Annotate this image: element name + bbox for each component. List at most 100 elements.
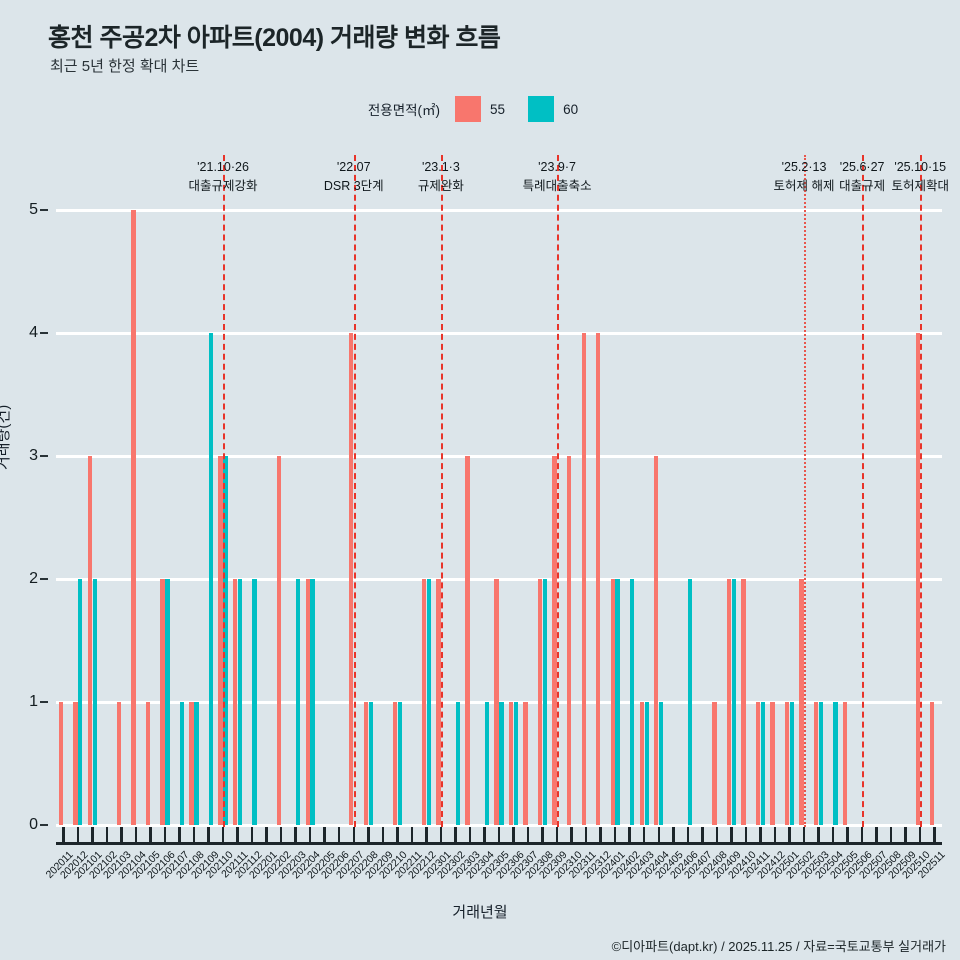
x-tick-mark [628,827,631,842]
bar [731,579,736,825]
x-tick-mark [221,827,225,842]
x-tick-mark [555,827,559,842]
event-marker-line [557,155,560,827]
x-tick-mark [468,827,472,842]
bar [494,579,499,825]
bar [688,579,693,825]
event-text-label: 특례대출축소 [522,179,592,194]
x-tick-mark [817,827,820,842]
event-text-label: DSR 3단계 [323,179,384,194]
bar [818,702,824,825]
bar [426,579,431,825]
x-tick-mark [105,827,109,842]
bar [755,702,761,825]
x-tick-mark [613,827,617,842]
bar [73,702,78,825]
bar [189,702,194,825]
event-marker-line [862,155,865,827]
bar [92,579,97,825]
bar [349,333,354,825]
chart-legend: 전용면적(㎡) 55 60 [0,96,960,122]
x-tick-mark [715,827,719,842]
x-tick-mark [381,827,385,842]
bar [659,702,664,825]
bar [368,702,373,825]
y-tick-mark [40,332,48,334]
event-date-label: '23.1·3 [421,160,460,174]
bar [87,456,93,825]
bar [833,702,838,825]
bar [770,702,775,825]
legend-swatch-60 [528,96,555,122]
bar [581,333,586,825]
event-marker-line [440,155,443,827]
bar [552,456,557,825]
event-marker-line [223,155,226,827]
y-tick-mark [40,455,48,457]
bar [160,579,165,825]
gridline [56,823,942,827]
event-text-label: 토허제 해제 [773,179,835,194]
gridline [56,577,942,581]
event-marker-line [353,155,356,827]
x-tick-mark [308,827,312,842]
event-annotation: '22.07 DSR 3단계 [324,158,384,197]
gridline [56,700,942,704]
y-tick-label: 0 [29,816,38,833]
bar [237,579,243,825]
event-date-label: '22.07 [336,160,371,174]
x-tick-mark [236,827,239,842]
x-tick-mark [686,827,690,842]
x-tick-mark [889,827,893,842]
bar [523,702,528,825]
event-text-label: 대출규제강화 [188,179,258,194]
x-tick-mark [279,827,283,842]
x-tick-mark [337,827,341,842]
x-tick-mark [323,827,326,842]
x-tick-mark [410,827,414,842]
legend-title: 전용면적(㎡) [367,103,441,118]
x-tick-mark [541,827,544,842]
y-tick-mark [40,701,48,703]
x-tick-mark [657,827,661,842]
event-date-label: '25.10·15 [894,160,947,174]
y-tick-label: 3 [29,447,38,464]
bar [397,702,402,825]
legend-label-60: 60 [563,101,579,117]
bar [654,456,659,825]
bar [760,702,766,825]
event-annotation: '23.1·3 규제완화 [418,158,464,197]
bar [131,210,136,825]
bar [537,579,543,825]
x-tick-mark [831,827,835,842]
x-tick-mark [91,827,94,842]
x-tick-mark [207,827,210,842]
y-tick-label: 1 [29,693,38,710]
gridline [56,208,942,212]
bar [305,579,310,825]
x-tick-mark [759,827,762,842]
x-tick-mark [730,827,733,842]
event-date-label: '21.10·26 [197,160,249,174]
x-tick-mark [120,827,123,842]
x-tick-mark [439,827,443,842]
bar [232,579,238,825]
bar [930,702,935,825]
footer-credit: ©디아파트(dapt.kr) / 2025.11.25 / 자료=국토교통부 실… [611,939,946,954]
x-tick-mark [584,827,588,842]
x-tick-mark [425,827,428,842]
x-tick-mark [860,827,864,842]
y-tick-mark [40,209,48,211]
gridline [56,331,942,335]
x-axis-line [56,842,942,845]
x-tick-mark [62,827,65,842]
event-text-label: 규제완화 [417,179,464,194]
x-tick-mark [744,827,748,842]
bar [363,702,368,825]
bar [567,456,572,825]
x-tick-mark [483,827,486,842]
bar [596,333,601,825]
x-tick-mark [672,827,675,842]
bar [813,702,819,825]
